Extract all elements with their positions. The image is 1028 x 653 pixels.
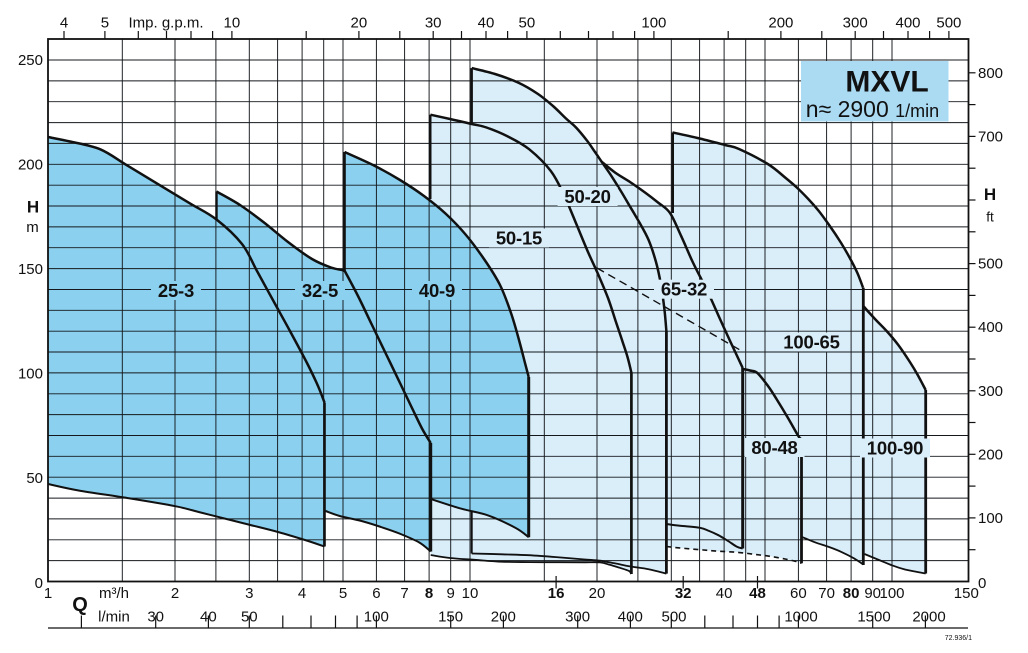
svg-text:100: 100 xyxy=(641,15,666,32)
svg-text:25-3: 25-3 xyxy=(158,280,194,301)
svg-text:ft: ft xyxy=(986,210,994,225)
svg-text:100: 100 xyxy=(978,510,1003,527)
svg-text:4: 4 xyxy=(298,585,306,602)
svg-text:1: 1 xyxy=(44,585,52,602)
svg-text:70: 70 xyxy=(818,585,835,602)
svg-text:8: 8 xyxy=(425,585,433,602)
svg-text:65-32: 65-32 xyxy=(661,279,707,300)
svg-text:H: H xyxy=(984,185,996,204)
svg-text:48: 48 xyxy=(749,585,766,602)
svg-text:l/min: l/min xyxy=(98,609,130,626)
svg-text:250: 250 xyxy=(18,52,43,69)
svg-text:500: 500 xyxy=(978,256,1003,273)
svg-text:1500: 1500 xyxy=(857,609,890,626)
svg-text:100: 100 xyxy=(879,585,904,602)
svg-text:Q: Q xyxy=(72,594,88,616)
svg-text:300: 300 xyxy=(843,15,868,32)
svg-text:16: 16 xyxy=(548,585,565,602)
svg-text:5: 5 xyxy=(101,15,109,32)
svg-text:50: 50 xyxy=(519,15,536,32)
svg-text:20: 20 xyxy=(351,15,368,32)
svg-text:50: 50 xyxy=(26,470,43,487)
svg-text:50-20: 50-20 xyxy=(564,186,610,207)
svg-text:m: m xyxy=(26,219,39,236)
svg-text:200: 200 xyxy=(768,15,793,32)
svg-text:700: 700 xyxy=(978,128,1003,145)
svg-text:72.936/1: 72.936/1 xyxy=(945,635,972,642)
svg-text:150: 150 xyxy=(954,585,979,602)
svg-text:5: 5 xyxy=(339,585,347,602)
svg-text:2: 2 xyxy=(171,585,179,602)
svg-text:50-15: 50-15 xyxy=(496,228,542,249)
svg-text:100-65: 100-65 xyxy=(783,332,839,353)
svg-text:90: 90 xyxy=(864,585,881,602)
svg-text:Imp. g.p.m.: Imp. g.p.m. xyxy=(128,15,203,32)
svg-text:400: 400 xyxy=(978,319,1003,336)
svg-text:10: 10 xyxy=(462,585,479,602)
svg-text:60: 60 xyxy=(790,585,807,602)
svg-text:6: 6 xyxy=(372,585,380,602)
svg-text:0: 0 xyxy=(978,575,986,592)
svg-text:40-9: 40-9 xyxy=(419,280,455,301)
svg-text:80: 80 xyxy=(843,585,860,602)
svg-text:10: 10 xyxy=(224,15,241,32)
svg-text:800: 800 xyxy=(978,65,1003,82)
svg-text:3: 3 xyxy=(245,585,253,602)
svg-text:20: 20 xyxy=(589,585,606,602)
svg-text:400: 400 xyxy=(895,15,920,32)
svg-text:200: 200 xyxy=(978,446,1003,463)
svg-text:500: 500 xyxy=(936,15,961,32)
svg-text:40: 40 xyxy=(478,15,495,32)
svg-text:H: H xyxy=(27,198,39,217)
svg-text:9: 9 xyxy=(447,585,455,602)
svg-text:300: 300 xyxy=(978,383,1003,400)
svg-text:40: 40 xyxy=(716,585,733,602)
svg-text:500: 500 xyxy=(661,609,686,626)
svg-text:100-90: 100-90 xyxy=(867,438,923,459)
svg-text:1000: 1000 xyxy=(784,609,817,626)
svg-text:MXVL: MXVL xyxy=(845,66,928,99)
svg-text:30: 30 xyxy=(425,15,442,32)
svg-text:32-5: 32-5 xyxy=(302,280,338,301)
svg-text:32: 32 xyxy=(675,585,692,602)
svg-text:4: 4 xyxy=(60,15,68,32)
svg-text:m³/h: m³/h xyxy=(99,585,129,602)
svg-text:7: 7 xyxy=(400,585,408,602)
svg-text:150: 150 xyxy=(18,261,43,278)
svg-text:0: 0 xyxy=(35,575,43,592)
svg-text:80-48: 80-48 xyxy=(751,437,797,458)
svg-text:n≈ 2900 1/min: n≈ 2900 1/min xyxy=(806,96,939,122)
svg-text:200: 200 xyxy=(18,157,43,174)
svg-text:2000: 2000 xyxy=(912,609,945,626)
svg-text:100: 100 xyxy=(18,366,43,383)
